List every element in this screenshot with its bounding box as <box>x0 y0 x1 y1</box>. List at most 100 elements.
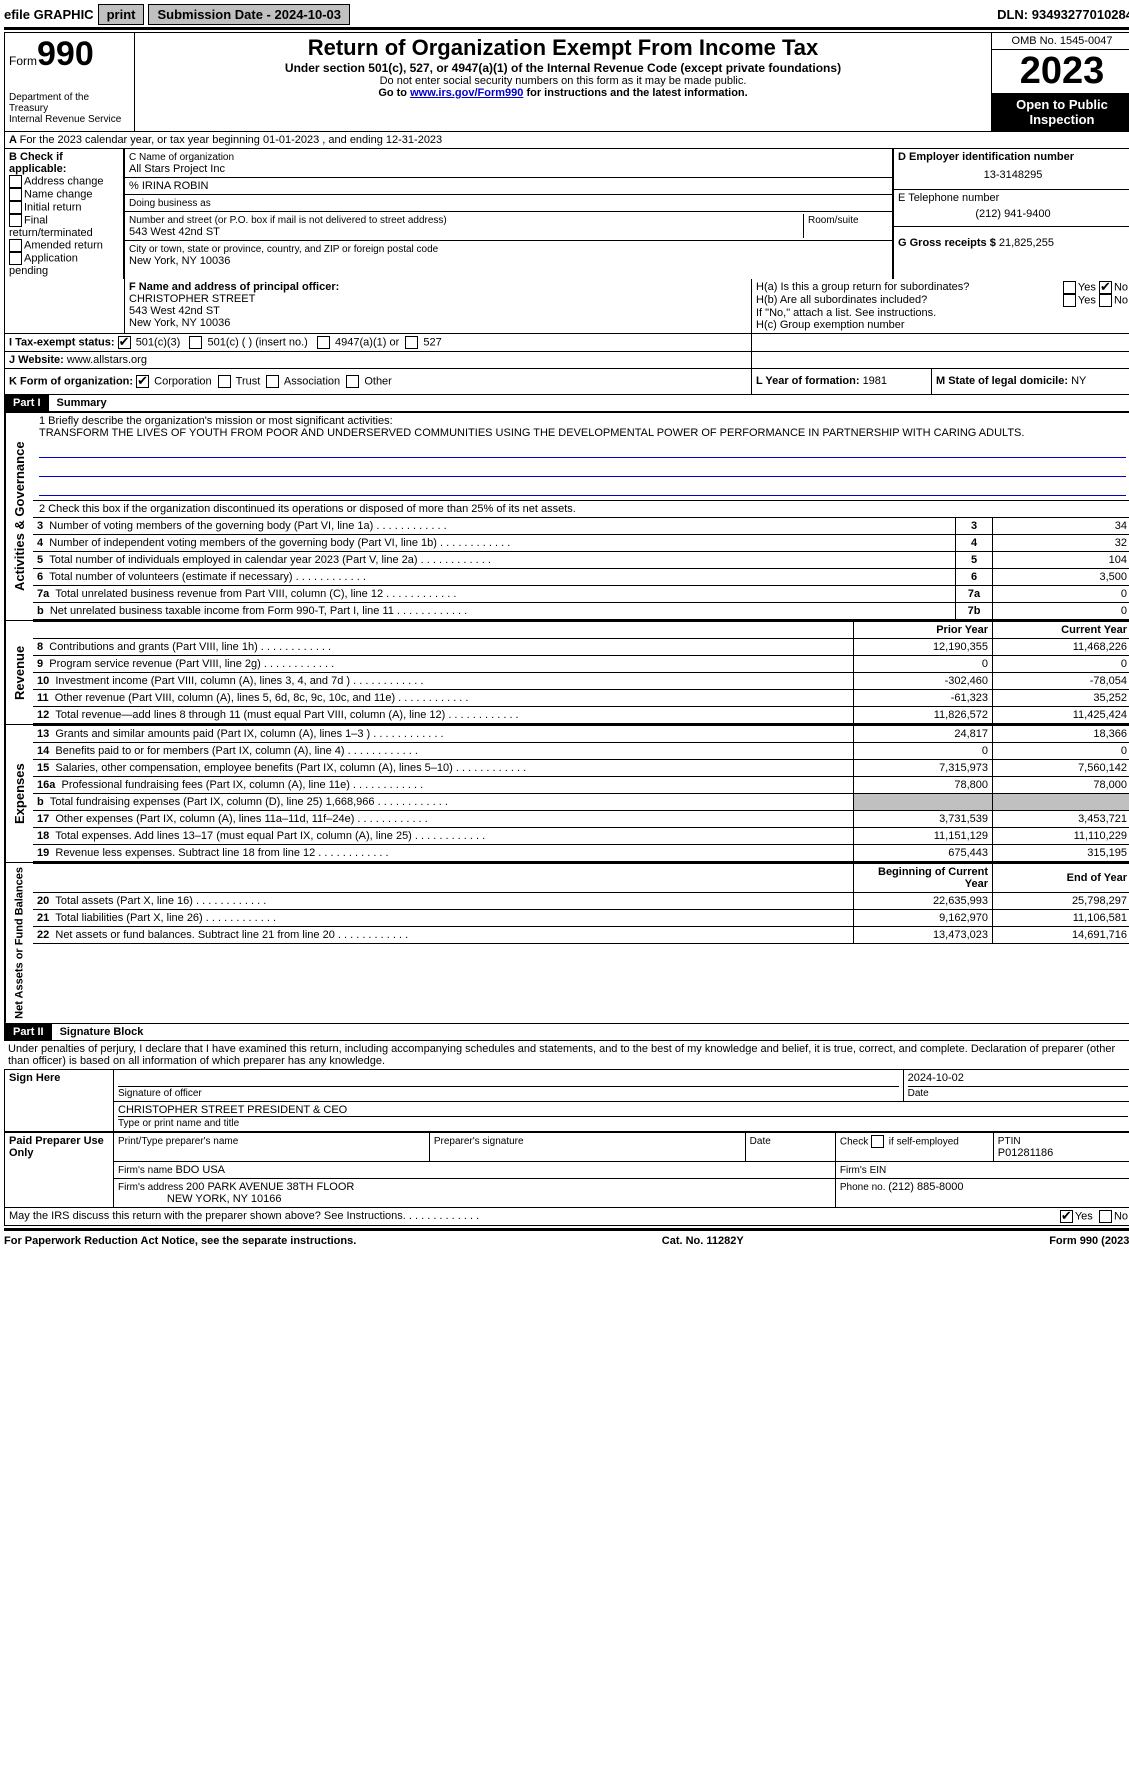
table-row: b Total fundraising expenses (Part IX, c… <box>33 794 1129 811</box>
table-row: 5 Total number of individuals employed i… <box>33 552 1129 569</box>
table-row: 15 Salaries, other compensation, employe… <box>33 760 1129 777</box>
i-501c[interactable] <box>189 336 202 349</box>
check-final-return[interactable]: Final return/terminated <box>9 214 119 239</box>
website: www.allstars.org <box>67 354 147 366</box>
ptin: P01281186 <box>998 1147 1053 1159</box>
right-info: D Employer identification number 13-3148… <box>893 149 1129 279</box>
part2-badge: Part II <box>5 1024 52 1040</box>
sign-here-table: Sign Here Signature of officer 2024-10-0… <box>4 1069 1129 1132</box>
city-state-zip: New York, NY 10036 <box>129 255 230 267</box>
care-of: % IRINA ROBIN <box>125 178 892 195</box>
self-employed-check[interactable] <box>871 1135 884 1148</box>
firm-phone: (212) 885-8000 <box>888 1181 963 1193</box>
k-trust[interactable] <box>218 375 231 388</box>
dept-label: Department of the Treasury <box>9 92 130 114</box>
discuss-no[interactable] <box>1099 1210 1112 1223</box>
table-row: 20 Total assets (Part X, line 16)22,635,… <box>33 893 1129 910</box>
officer-name-title: CHRISTOPHER STREET PRESIDENT & CEO <box>118 1104 1128 1117</box>
telephone: (212) 941-9400 <box>898 204 1128 224</box>
table-row: 17 Other expenses (Part IX, column (A), … <box>33 811 1129 828</box>
paid-preparer-label: Paid Preparer Use Only <box>5 1132 114 1207</box>
section-net: Net Assets or Fund Balances Beginning of… <box>4 863 1129 1024</box>
gov-table: 3 Number of voting members of the govern… <box>33 517 1129 620</box>
i-501c3[interactable] <box>118 336 131 349</box>
page-footer: For Paperwork Reduction Act Notice, see … <box>4 1233 1129 1249</box>
k-other[interactable] <box>346 375 359 388</box>
ha-no[interactable] <box>1099 281 1112 294</box>
part2-header-row: Part II Signature Block <box>4 1024 1129 1041</box>
check-address-change[interactable]: Address change <box>9 175 119 188</box>
ein: 13-3148295 <box>898 163 1128 187</box>
ha-yes[interactable] <box>1063 281 1076 294</box>
hb-yes[interactable] <box>1063 294 1076 307</box>
section-expenses: Expenses 13 Grants and similar amounts p… <box>4 725 1129 863</box>
discuss-yes[interactable] <box>1060 1210 1073 1223</box>
submission-date-badge: Submission Date - 2024-10-03 <box>148 4 350 25</box>
q1-text: TRANSFORM THE LIVES OF YOUTH FROM POOR A… <box>39 427 1126 439</box>
box-l: L Year of formation: 1981 <box>752 369 932 394</box>
table-row: 21 Total liabilities (Part X, line 26)9,… <box>33 910 1129 927</box>
table-row: 16a Professional fundraising fees (Part … <box>33 777 1129 794</box>
table-row: 14 Benefits paid to or for members (Part… <box>33 743 1129 760</box>
net-table: Beginning of Current YearEnd of Year 20 … <box>33 863 1129 944</box>
open-public-badge: Open to Public Inspection <box>992 93 1129 131</box>
paid-preparer-table: Paid Preparer Use Only Print/Type prepar… <box>4 1132 1129 1208</box>
form-subtitle: Under section 501(c), 527, or 4947(a)(1)… <box>139 61 987 75</box>
rev-table: Prior YearCurrent Year 8 Contributions a… <box>33 621 1129 724</box>
part2-title: Signature Block <box>52 1026 144 1038</box>
k-corp[interactable] <box>136 375 149 388</box>
irs-label: Internal Revenue Service <box>9 114 130 125</box>
sign-here-label: Sign Here <box>5 1069 114 1131</box>
omb-number: OMB No. 1545-0047 <box>992 33 1129 50</box>
table-row: 6 Total number of volunteers (estimate i… <box>33 569 1129 586</box>
check-amended-return[interactable]: Amended return <box>9 239 119 252</box>
box-j: J Website: www.allstars.org <box>5 352 752 368</box>
table-row: 7a Total unrelated business revenue from… <box>33 586 1129 603</box>
box-f: F Name and address of principal officer:… <box>125 279 752 333</box>
form-id-cell: Form990 Department of the Treasury Inter… <box>5 33 135 131</box>
part1-header-row: Part I Summary <box>4 395 1129 412</box>
table-row: 3 Number of voting members of the govern… <box>33 518 1129 535</box>
box-k: K Form of organization: Corporation Trus… <box>5 369 752 394</box>
table-row: 10 Investment income (Part VIII, column … <box>33 673 1129 690</box>
top-bar: efile GRAPHIC print Submission Date - 20… <box>4 4 1129 25</box>
year-cell: OMB No. 1545-0047 2023 Open to Public In… <box>992 33 1129 131</box>
gross-receipts: 21,825,255 <box>999 237 1054 249</box>
section-revenue: Revenue Prior YearCurrent Year 8 Contrib… <box>4 621 1129 725</box>
net-label: Net Assets or Fund Balances <box>5 863 33 1023</box>
section-governance: Activities & Governance 1 Briefly descri… <box>4 412 1129 621</box>
q2: 2 Check this box if the organization dis… <box>33 501 1129 517</box>
check-name-change[interactable]: Name change <box>9 188 119 201</box>
check-initial-return[interactable]: Initial return <box>9 201 119 214</box>
gov-label: Activities & Governance <box>5 413 33 620</box>
rev-label: Revenue <box>5 621 33 724</box>
k-assoc[interactable] <box>266 375 279 388</box>
efile-label: efile GRAPHIC <box>4 7 94 22</box>
box-h: H(a) Is this a group return for subordin… <box>752 279 1129 333</box>
i-527[interactable] <box>405 336 418 349</box>
instructions-link[interactable]: www.irs.gov/Form990 <box>410 87 523 99</box>
exp-table: 13 Grants and similar amounts paid (Part… <box>33 725 1129 862</box>
table-row: 12 Total revenue—add lines 8 through 11 … <box>33 707 1129 724</box>
exp-label: Expenses <box>5 725 33 862</box>
check-application-pending[interactable]: Application pending <box>9 252 119 277</box>
firm-name: BDO USA <box>175 1164 225 1176</box>
box-m: M State of legal domicile: NY <box>932 369 1129 394</box>
q1-label: 1 Briefly describe the organization's mi… <box>39 415 1126 427</box>
part1-title: Summary <box>49 397 107 409</box>
hb-no[interactable] <box>1099 294 1112 307</box>
i-4947[interactable] <box>317 336 330 349</box>
part1-badge: Part I <box>5 395 49 411</box>
print-button[interactable]: print <box>98 4 145 25</box>
table-row: b Net unrelated business taxable income … <box>33 603 1129 620</box>
declaration: Under penalties of perjury, I declare th… <box>4 1041 1129 1069</box>
street-address: 543 West 42nd ST <box>129 226 220 238</box>
form-header: Form990 Department of the Treasury Inter… <box>4 32 1129 132</box>
box-i: I Tax-exempt status: 501(c)(3) 501(c) ( … <box>5 334 752 351</box>
table-row: 9 Program service revenue (Part VIII, li… <box>33 656 1129 673</box>
discuss-row: May the IRS discuss this return with the… <box>4 1208 1129 1226</box>
table-row: 13 Grants and similar amounts paid (Part… <box>33 726 1129 743</box>
table-row: 18 Total expenses. Add lines 13–17 (must… <box>33 828 1129 845</box>
form-title: Return of Organization Exempt From Incom… <box>139 35 987 61</box>
org-name: All Stars Project Inc <box>129 163 225 175</box>
